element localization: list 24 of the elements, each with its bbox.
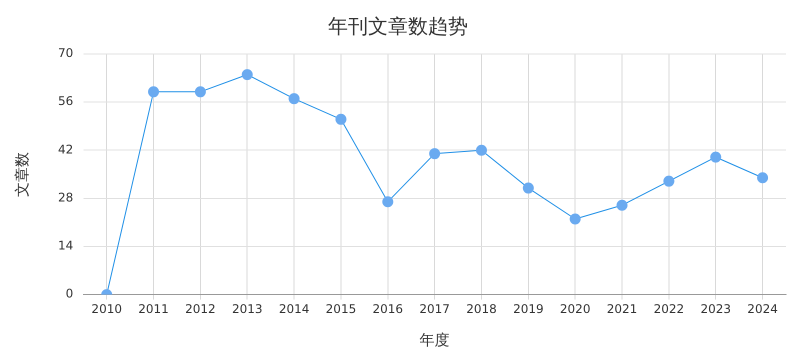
- y-axis-title: 文章数: [12, 152, 31, 197]
- x-tick-label: 2010: [91, 302, 122, 316]
- x-tick-label: 2017: [419, 302, 450, 316]
- x-tick-label: 2014: [278, 302, 310, 316]
- x-tick-label: 2016: [372, 302, 404, 316]
- x-tick-label: 2022: [654, 302, 684, 316]
- x-tick-label: 2019: [513, 302, 544, 316]
- y-tick-label: 0: [66, 286, 74, 301]
- x-tick-label: 2015: [326, 302, 356, 316]
- x-tick-label: 2023: [700, 302, 731, 316]
- x-tick-label: 2018: [466, 302, 497, 316]
- x-tick-label: 2012: [185, 302, 216, 316]
- x-axis-title: 年度: [420, 330, 450, 349]
- x-tick-label: 2020: [560, 302, 590, 316]
- y-tick-label: 70: [58, 46, 74, 60]
- y-tick-label: 28: [58, 190, 74, 204]
- x-tick-label: 2021: [606, 302, 638, 316]
- y-tick-label: 14: [58, 238, 74, 253]
- x-tick-label: 2013: [232, 302, 263, 316]
- y-tick-label: 42: [58, 142, 74, 156]
- chart-title: 年刊文章数趋势: [328, 14, 468, 38]
- y-tick-label: 56: [58, 94, 74, 108]
- x-tick-label: 2024: [747, 302, 778, 316]
- x-tick-label: 2011: [138, 302, 169, 316]
